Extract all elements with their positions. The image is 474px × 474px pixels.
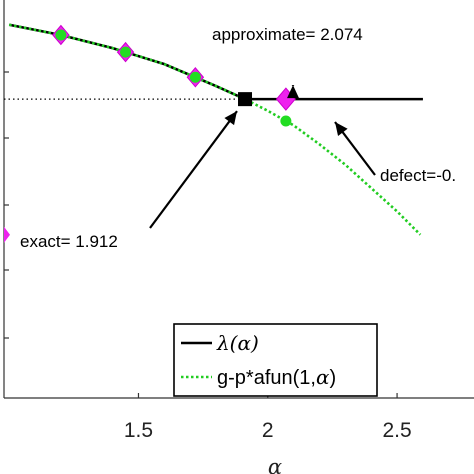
exact-arrow-shaft bbox=[149, 110, 238, 229]
axes: 1.5 2 2.5 α bbox=[3, 0, 474, 474]
annotations: approximate= 2.074 defect=-0. exact= 1.912 bbox=[20, 25, 456, 251]
series-lines bbox=[4, 23, 423, 236]
green-dot-marker bbox=[280, 115, 292, 127]
legend-box bbox=[173, 323, 378, 397]
defect-label: defect=-0. bbox=[380, 166, 456, 185]
exact-square-marker bbox=[238, 92, 253, 107]
x-tick-label: 2 bbox=[262, 419, 274, 442]
series-markers bbox=[4, 24, 296, 243]
green-dot-marker bbox=[189, 71, 201, 83]
diamond-marker-edge bbox=[4, 226, 10, 243]
x-tick-label: 2.5 bbox=[382, 419, 411, 442]
green-dot-marker bbox=[55, 29, 67, 41]
x-axis-label: α bbox=[268, 455, 282, 474]
exact-label: exact= 1.912 bbox=[20, 232, 118, 251]
approximate-label: approximate= 2.074 bbox=[212, 25, 363, 44]
x-tick-label: 1.5 bbox=[124, 419, 153, 442]
legend: λ(α) g-p*afun(1,α) bbox=[173, 323, 378, 397]
approximate-arrow-head bbox=[287, 85, 299, 99]
exact-arrow-head bbox=[224, 111, 237, 126]
defect-arrow-head bbox=[335, 122, 348, 136]
series-gpafun-line bbox=[8, 23, 422, 236]
legend-label-lambda: λ(α) bbox=[216, 331, 259, 355]
green-dot-marker bbox=[120, 46, 132, 58]
legend-label-gpafun: g-p*afun(1,α) bbox=[217, 365, 336, 389]
